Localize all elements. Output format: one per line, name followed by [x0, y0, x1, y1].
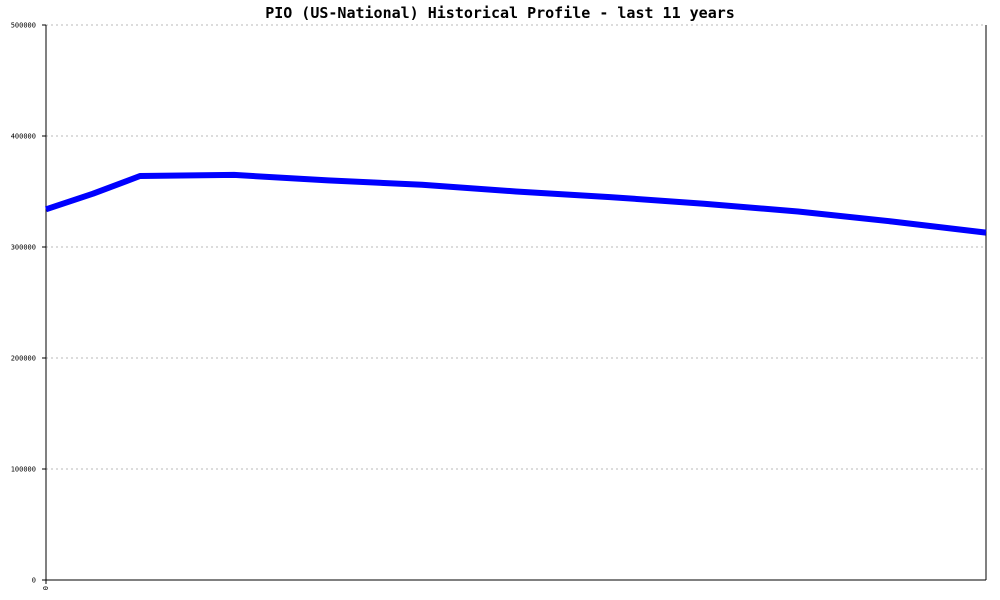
y-tick-label: 500000 — [11, 22, 36, 30]
y-tick-label: 400000 — [11, 133, 36, 141]
y-tick-label: 300000 — [11, 244, 36, 252]
chart-title: PIO (US-National) Historical Profile - l… — [265, 4, 735, 22]
x-tick-labels: 0 — [42, 586, 50, 590]
y-tick-labels: 0 100000 200000 300000 400000 500000 — [11, 22, 36, 585]
y-tick-label: 0 — [32, 577, 36, 585]
axes — [42, 24, 987, 584]
x-tick-label: 0 — [42, 586, 50, 590]
y-tick-label: 100000 — [11, 466, 36, 474]
grid — [46, 24, 986, 470]
y-tick-label: 200000 — [11, 355, 36, 363]
series-line — [45, 171, 987, 236]
series-layer — [45, 171, 987, 236]
